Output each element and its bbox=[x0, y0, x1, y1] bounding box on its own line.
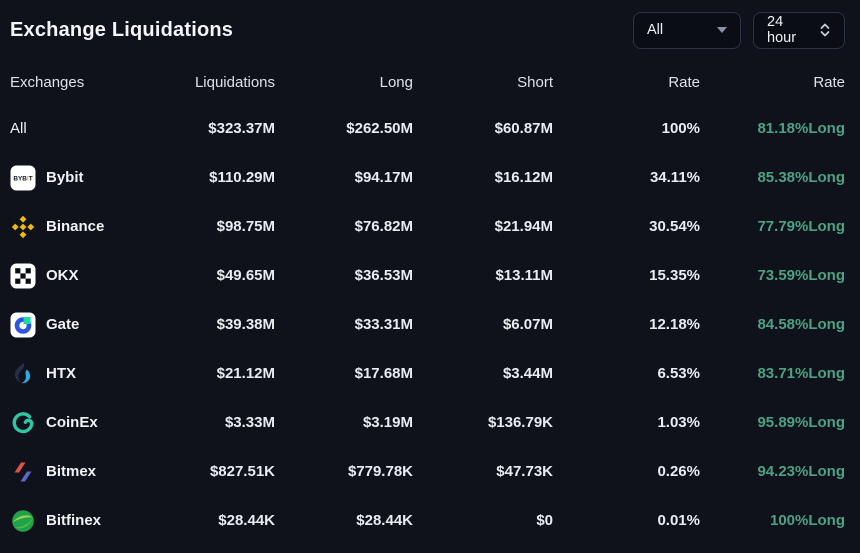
long-value: $76.82M bbox=[354, 218, 413, 235]
short-value: $0 bbox=[536, 512, 553, 529]
rate-value: 34.11% bbox=[649, 169, 700, 186]
liquidations-value: $49.65M bbox=[216, 267, 275, 284]
column-header-short: Short bbox=[517, 73, 553, 91]
table-body: All $323.37M $262.50M $60.87M 100% 81.18%Long… bbox=[0, 104, 860, 545]
long-rate-value: 73.59%Long bbox=[757, 267, 845, 284]
table-row: OKX $49.65M $36.53M $13.11M 15.35% 73.59%Long bbox=[0, 251, 860, 300]
short-value: $16.12M bbox=[494, 169, 553, 186]
chevron-down-icon bbox=[717, 27, 727, 33]
long-rate-value: 83.71%Long bbox=[757, 365, 845, 382]
liquidations-value: $28.44K bbox=[218, 512, 275, 529]
rate-value: 1.03% bbox=[657, 414, 700, 431]
rate-value: 0.01% bbox=[657, 512, 700, 529]
exchange-name: OKX bbox=[46, 267, 79, 284]
long-rate-value: 84.58%Long bbox=[757, 316, 845, 333]
table-row: HTX $21.12M $17.68M $3.44M 6.53% 83.71%Long bbox=[0, 349, 860, 398]
exchange-cell: Binance bbox=[10, 214, 185, 240]
long-value: $3.19M bbox=[362, 414, 413, 431]
table-row: Bitmex $827.51K $779.78K $47.73K 0.26% 94.23%… bbox=[0, 447, 860, 496]
short-value: $3.44M bbox=[502, 365, 553, 382]
short-value: $136.79K bbox=[487, 414, 553, 431]
htx-logo-icon bbox=[10, 361, 36, 387]
table-header-row: Exchanges Liquidations Long Short Rate R… bbox=[0, 60, 860, 104]
exchange-name: Gate bbox=[46, 316, 80, 333]
exchange-cell: HTX bbox=[10, 361, 185, 387]
liquidations-value: $21.12M bbox=[216, 365, 275, 382]
page-title: Exchange Liquidations bbox=[10, 18, 234, 41]
short-value: $21.94M bbox=[494, 218, 553, 235]
okx-logo-icon bbox=[10, 263, 36, 289]
long-rate-value: 77.79%Long bbox=[757, 218, 845, 235]
table-row: BYBIT Bybit $110.29M $94.17M $16.12M 34.11% 85… bbox=[0, 153, 860, 202]
bitfinex-logo-icon bbox=[10, 508, 36, 534]
exchange-name: Binance bbox=[46, 218, 105, 235]
long-value: $17.68M bbox=[354, 365, 413, 382]
exchange-cell: Bitmex bbox=[10, 459, 185, 485]
column-header-rate: Rate bbox=[668, 73, 700, 91]
liquidations-value: $39.38M bbox=[216, 316, 275, 333]
exchange-cell: All bbox=[10, 120, 185, 137]
rate-value: 100% bbox=[661, 120, 700, 137]
short-value: $47.73K bbox=[496, 463, 553, 480]
long-rate-value: 85.38%Long bbox=[757, 169, 845, 186]
exchange-name: CoinEx bbox=[46, 414, 98, 431]
exchange-cell: OKX bbox=[10, 263, 185, 289]
rate-value: 6.53% bbox=[657, 365, 700, 382]
gate-logo-icon bbox=[10, 312, 36, 338]
short-value: $6.07M bbox=[502, 316, 553, 333]
column-header-liquidations: Liquidations bbox=[194, 73, 275, 91]
column-header-long: Long bbox=[379, 73, 413, 91]
table-row: All $323.37M $262.50M $60.87M 100% 81.18%Long bbox=[0, 104, 860, 153]
exchange-name: All bbox=[10, 120, 27, 137]
liquidations-value: $3.33M bbox=[224, 414, 275, 431]
short-value: $60.87M bbox=[494, 120, 553, 137]
bitmex-logo-icon bbox=[10, 459, 36, 485]
long-value: $33.31M bbox=[354, 316, 413, 333]
exchange-filter-value: All bbox=[647, 22, 664, 38]
exchange-cell: CoinEx bbox=[10, 410, 185, 436]
long-value: $779.78K bbox=[347, 463, 413, 480]
long-value: $94.17M bbox=[354, 169, 413, 186]
time-range-value: 24 hour bbox=[767, 14, 797, 46]
long-rate-value: 95.89%Long bbox=[757, 414, 845, 431]
unfold-arrows-icon bbox=[819, 22, 831, 38]
coinex-logo-icon bbox=[10, 410, 36, 436]
long-value: $28.44K bbox=[356, 512, 413, 529]
table-row: Bitfinex $28.44K $28.44K $0 0.01% 100%Long bbox=[0, 496, 860, 545]
header-bar: Exchange Liquidations All 24 hour bbox=[0, 0, 860, 60]
bybit-logo-icon: BYBIT bbox=[10, 165, 36, 191]
rate-value: 30.54% bbox=[649, 218, 700, 235]
exchange-name: Bitmex bbox=[46, 463, 97, 480]
rate-value: 15.35% bbox=[649, 267, 700, 284]
table-row: Gate $39.38M $33.31M $6.07M 12.18% 84.58%Long bbox=[0, 300, 860, 349]
exchange-cell: BYBIT Bybit bbox=[10, 165, 185, 191]
table-row: Binance $98.75M $76.82M $21.94M 30.54% 77.79%… bbox=[0, 202, 860, 251]
long-rate-value: 100%Long bbox=[769, 512, 845, 529]
long-rate-value: 94.23%Long bbox=[757, 463, 845, 480]
column-header-exchanges: Exchanges bbox=[10, 73, 85, 91]
long-rate-value: 81.18%Long bbox=[757, 120, 845, 137]
exchange-cell: Gate bbox=[10, 312, 185, 338]
binance-logo-icon bbox=[10, 214, 36, 240]
long-value: $262.50M bbox=[346, 120, 413, 137]
exchange-name: Bybit bbox=[46, 169, 84, 186]
svg-text:BYBIT: BYBIT bbox=[13, 175, 32, 182]
exchange-cell: Bitfinex bbox=[10, 508, 185, 534]
rate-value: 0.26% bbox=[657, 463, 700, 480]
table-row: CoinEx $3.33M $3.19M $136.79K 1.03% 95.89%Lon… bbox=[0, 398, 860, 447]
exchange-name: HTX bbox=[46, 365, 76, 382]
liquidations-value: $323.37M bbox=[208, 120, 275, 137]
time-range-dropdown[interactable]: 24 hour bbox=[753, 11, 845, 49]
liquidations-value: $110.29M bbox=[209, 169, 275, 186]
long-value: $36.53M bbox=[354, 267, 413, 284]
liquidations-value: $98.75M bbox=[216, 218, 275, 235]
exchange-filter-dropdown[interactable]: All bbox=[633, 11, 741, 49]
header-controls: All 24 hour bbox=[633, 11, 845, 49]
column-header-long-rate: Rate bbox=[813, 73, 845, 91]
exchange-name: Bitfinex bbox=[46, 512, 102, 529]
short-value: $13.11M bbox=[495, 267, 553, 284]
rate-value: 12.18% bbox=[649, 316, 700, 333]
liquidations-value: $827.51K bbox=[209, 463, 275, 480]
